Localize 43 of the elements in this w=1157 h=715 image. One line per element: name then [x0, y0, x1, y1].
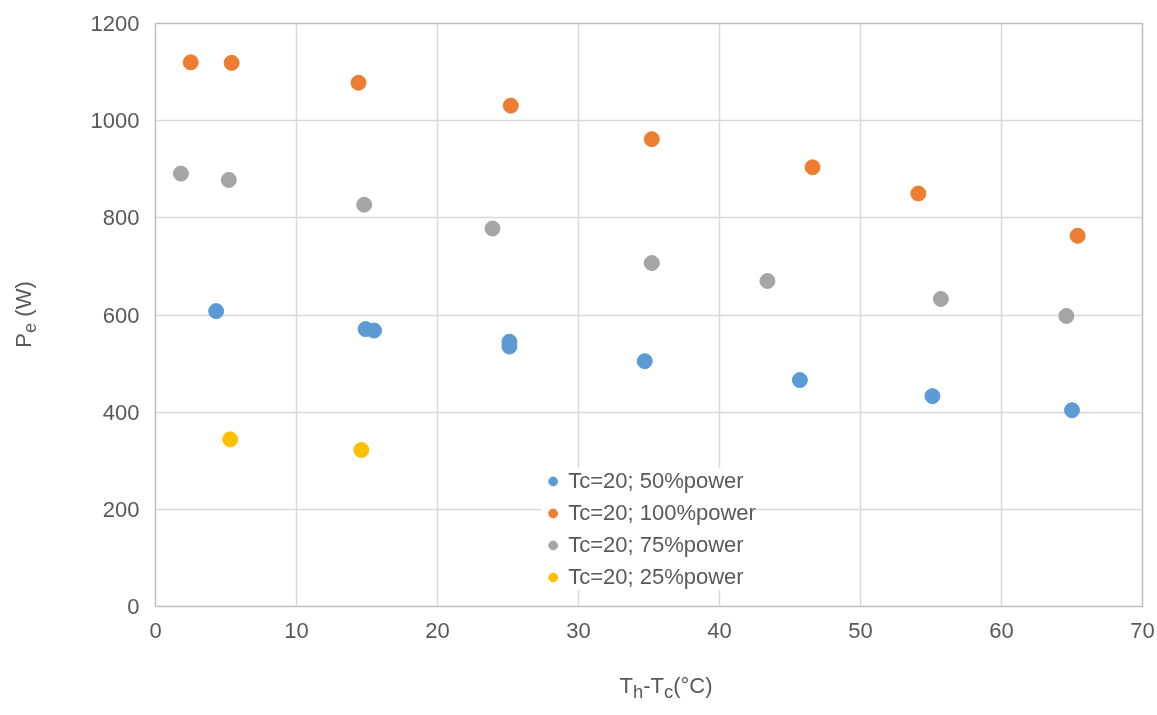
point	[208, 303, 225, 320]
point	[484, 220, 501, 237]
point	[759, 273, 776, 289]
point	[353, 442, 370, 459]
y-tick-label: 1000	[90, 108, 140, 134]
point	[804, 159, 821, 176]
x-tick-label: 20	[425, 617, 450, 643]
x-tick-label: 60	[989, 617, 1014, 643]
y-tick-label: 200	[102, 496, 140, 522]
y-tick-label: 0	[127, 594, 140, 619]
legend-label: Tc=20; 50%power	[568, 468, 744, 494]
point	[182, 54, 199, 71]
point	[791, 372, 808, 389]
point	[350, 74, 367, 91]
x-axis-title: T$_{h}$-T$_{c}$(°C)	[619, 672, 713, 705]
point	[924, 388, 941, 405]
y-tick-label: 800	[102, 205, 140, 231]
point	[1064, 402, 1080, 419]
point	[502, 97, 519, 114]
legend-label: Tc=20; 75%power	[568, 532, 744, 558]
x-tick-label: 70	[1130, 617, 1155, 643]
point	[1058, 307, 1075, 324]
point	[220, 171, 237, 188]
point	[172, 165, 189, 182]
y-tick-label: 600	[102, 302, 140, 328]
point	[1069, 227, 1086, 244]
point	[222, 431, 239, 448]
point	[643, 255, 660, 271]
point	[223, 54, 240, 71]
legend-label: Tc=20; 100%power	[568, 500, 756, 526]
x-tick-label: 30	[566, 617, 591, 643]
y-tick-label: 1200	[90, 11, 140, 36]
point	[636, 353, 653, 370]
legend-label: Tc=20; 25%power	[568, 564, 744, 590]
point	[643, 131, 660, 148]
point	[356, 196, 373, 213]
point	[910, 185, 927, 202]
y-tick-label: 400	[102, 399, 140, 425]
x-tick-label: 0	[149, 617, 162, 643]
x-tick-label: 40	[707, 617, 732, 643]
point	[932, 290, 949, 307]
x-tick-label: 50	[848, 617, 873, 643]
x-tick-label: 10	[284, 617, 309, 643]
